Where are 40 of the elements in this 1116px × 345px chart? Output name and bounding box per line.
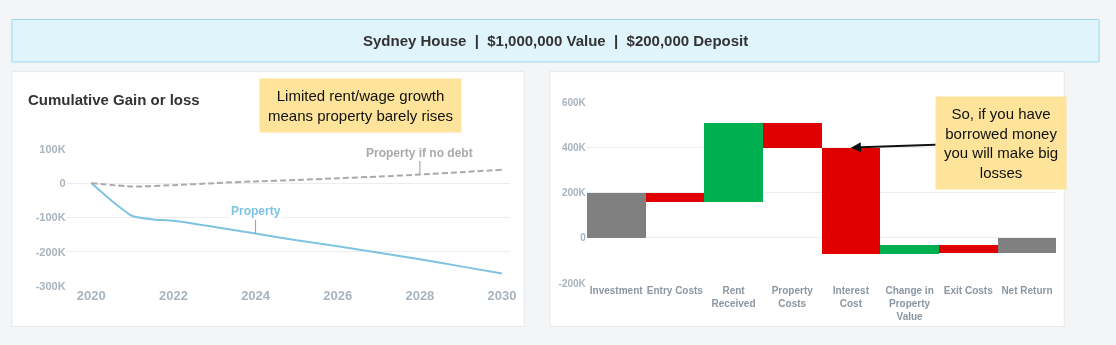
x-tick-label: Interest Cost <box>832 285 870 310</box>
chart-title: Cumulative Gain or loss <box>28 91 200 108</box>
bar <box>703 122 763 202</box>
y-tick-label: -300K <box>35 279 66 292</box>
line-series <box>90 168 504 188</box>
bar <box>879 244 939 254</box>
y-tick-label: 400K <box>561 142 587 154</box>
series-label: Property <box>231 204 281 218</box>
bar <box>938 244 998 253</box>
x-tick-label: Exit Costs <box>943 285 994 297</box>
x-tick-label: 2020 <box>76 287 106 303</box>
bar <box>645 192 704 202</box>
bar <box>997 237 1056 253</box>
x-tick-label: Rent Received <box>711 285 756 310</box>
y-tick-label: 0 <box>580 232 587 244</box>
bar <box>586 192 646 238</box>
text: Limited rent/wage growth means property barely rises <box>268 87 454 124</box>
x-tick-label: Change in Property Value <box>885 285 934 323</box>
y-tick-label: 200K <box>561 187 587 199</box>
x-tick-label: 2026 <box>323 287 353 303</box>
y-tick-label: 100K <box>39 142 66 155</box>
x-tick-label: Net Return <box>1001 285 1053 297</box>
text: Sydney House | $1,000,000 Value | $200,000 Deposit <box>363 32 749 49</box>
y-tick-label: 600K <box>561 97 587 109</box>
series-label: Property if no debt <box>366 146 473 160</box>
bar <box>821 147 880 254</box>
x-tick-label: 2030 <box>487 287 517 303</box>
bar <box>762 122 822 148</box>
line-series <box>90 182 504 275</box>
y-tick-label: -100K <box>35 211 66 224</box>
annotation: So, if you have borrowed money you will make big losses <box>944 105 1059 181</box>
x-tick-label: Investment <box>589 285 644 297</box>
y-tick-label: -200K <box>558 277 587 289</box>
y-tick-label: 0 <box>59 176 66 189</box>
x-tick-label: 2028 <box>405 287 435 303</box>
x-tick-label: 2024 <box>241 287 271 303</box>
y-tick-label: -200K <box>35 245 66 258</box>
x-tick-label: Property Costs <box>771 285 814 310</box>
x-tick-label: Entry Costs <box>646 285 704 297</box>
x-tick-label: 2022 <box>158 287 188 303</box>
